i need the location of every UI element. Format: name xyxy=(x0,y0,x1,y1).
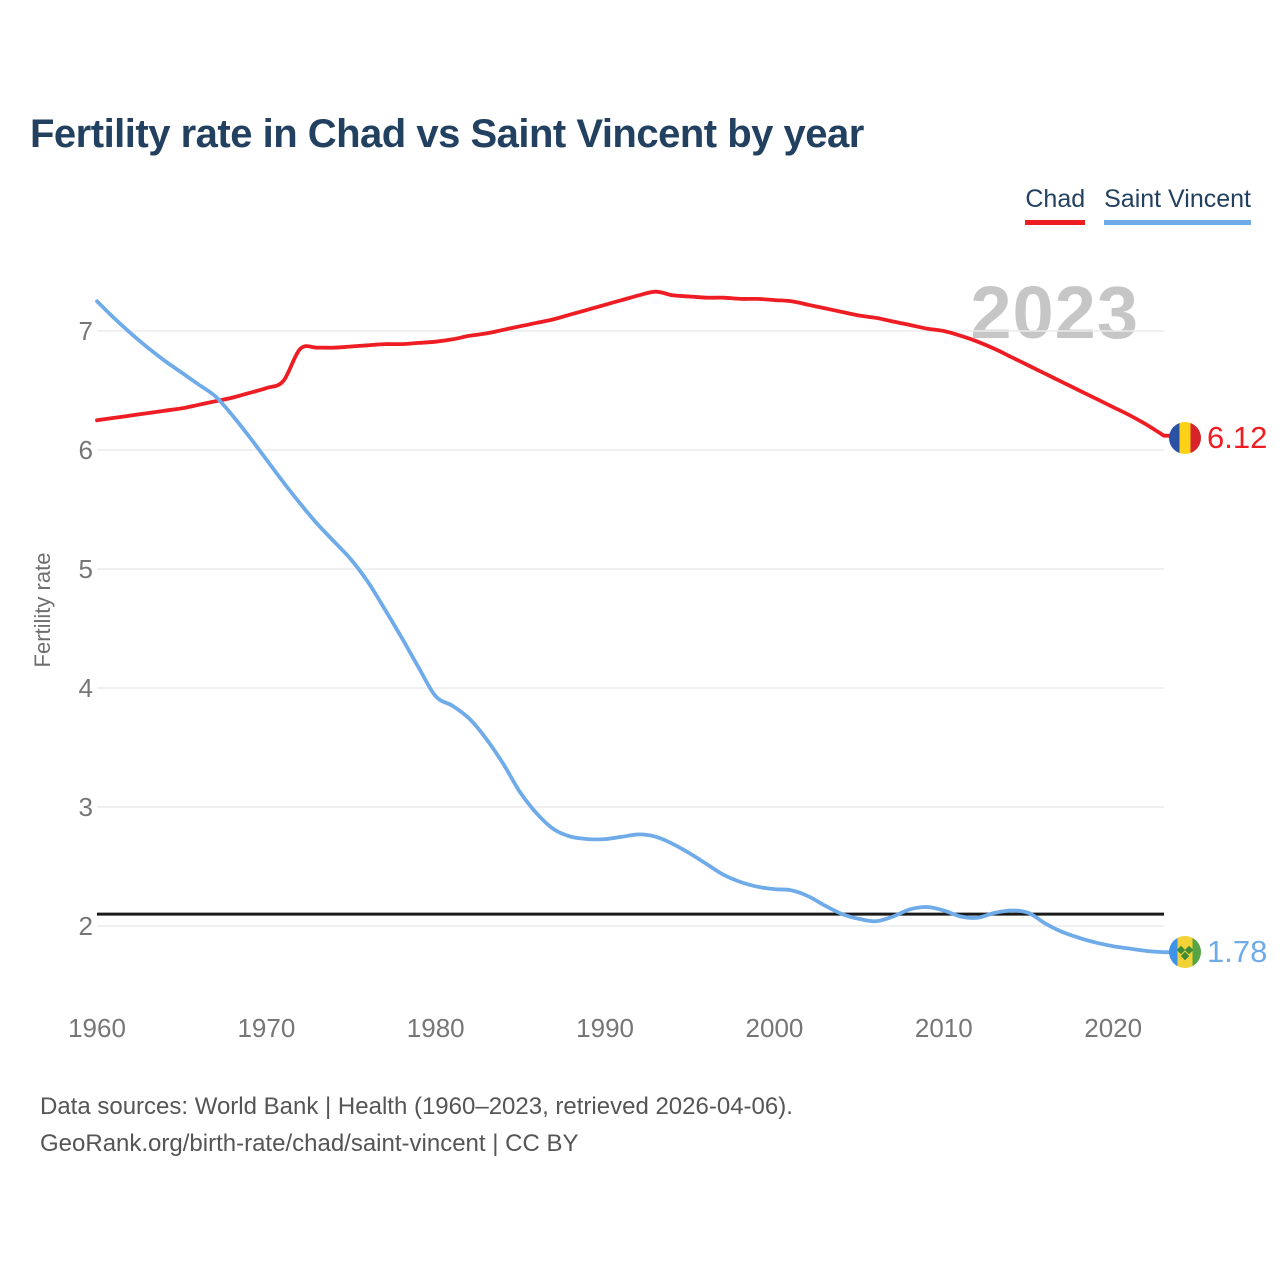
footer: Data sources: World Bank | Health (1960–… xyxy=(40,1088,793,1162)
x-tick-label: 1960 xyxy=(68,1013,126,1043)
chart-title: Fertility rate in Chad vs Saint Vincent … xyxy=(30,112,864,156)
legend-item-chad[interactable]: Chad xyxy=(1025,185,1086,225)
chad-flag-icon xyxy=(1169,422,1201,454)
saint-vincent-end-value: 1.78 xyxy=(1207,934,1268,969)
gridlines xyxy=(97,330,1164,927)
x-tick-label: 1980 xyxy=(406,1013,465,1043)
y-tick-label: 2 xyxy=(78,911,93,941)
data-sources-line: Data sources: World Bank | Health (1960–… xyxy=(40,1093,793,1120)
x-tick-label: 1970 xyxy=(237,1013,296,1043)
saint-vincent-line xyxy=(95,299,1174,955)
year-watermark: 2023 xyxy=(970,271,1139,354)
x-tick-label: 2020 xyxy=(1084,1013,1143,1043)
legend-item-saint-vincent[interactable]: Saint Vincent xyxy=(1104,185,1251,225)
chad-line xyxy=(95,289,1174,438)
x-tick-label: 2010 xyxy=(914,1013,973,1043)
y-tick-label: 5 xyxy=(78,554,93,584)
legend-label-chad: Chad xyxy=(1025,185,1086,213)
y-tick-label: 3 xyxy=(78,792,93,822)
saint-vincent-flag-icon xyxy=(1169,936,1201,968)
attribution-line: GeoRank.org/birth-rate/chad/saint-vincen… xyxy=(40,1130,579,1157)
x-tick-label: 2000 xyxy=(745,1013,804,1043)
x-tick-label: 1990 xyxy=(576,1013,635,1043)
y-axis-title: Fertility rate xyxy=(30,552,55,668)
legend-label-saint-vincent: Saint Vincent xyxy=(1104,185,1251,213)
legend: Chad Saint Vincent xyxy=(1025,185,1251,225)
chad-end-value: 6.12 xyxy=(1207,420,1268,455)
y-tick-label: 6 xyxy=(78,435,93,465)
y-tick-label: 4 xyxy=(78,673,93,703)
y-tick-label: 7 xyxy=(78,316,93,346)
